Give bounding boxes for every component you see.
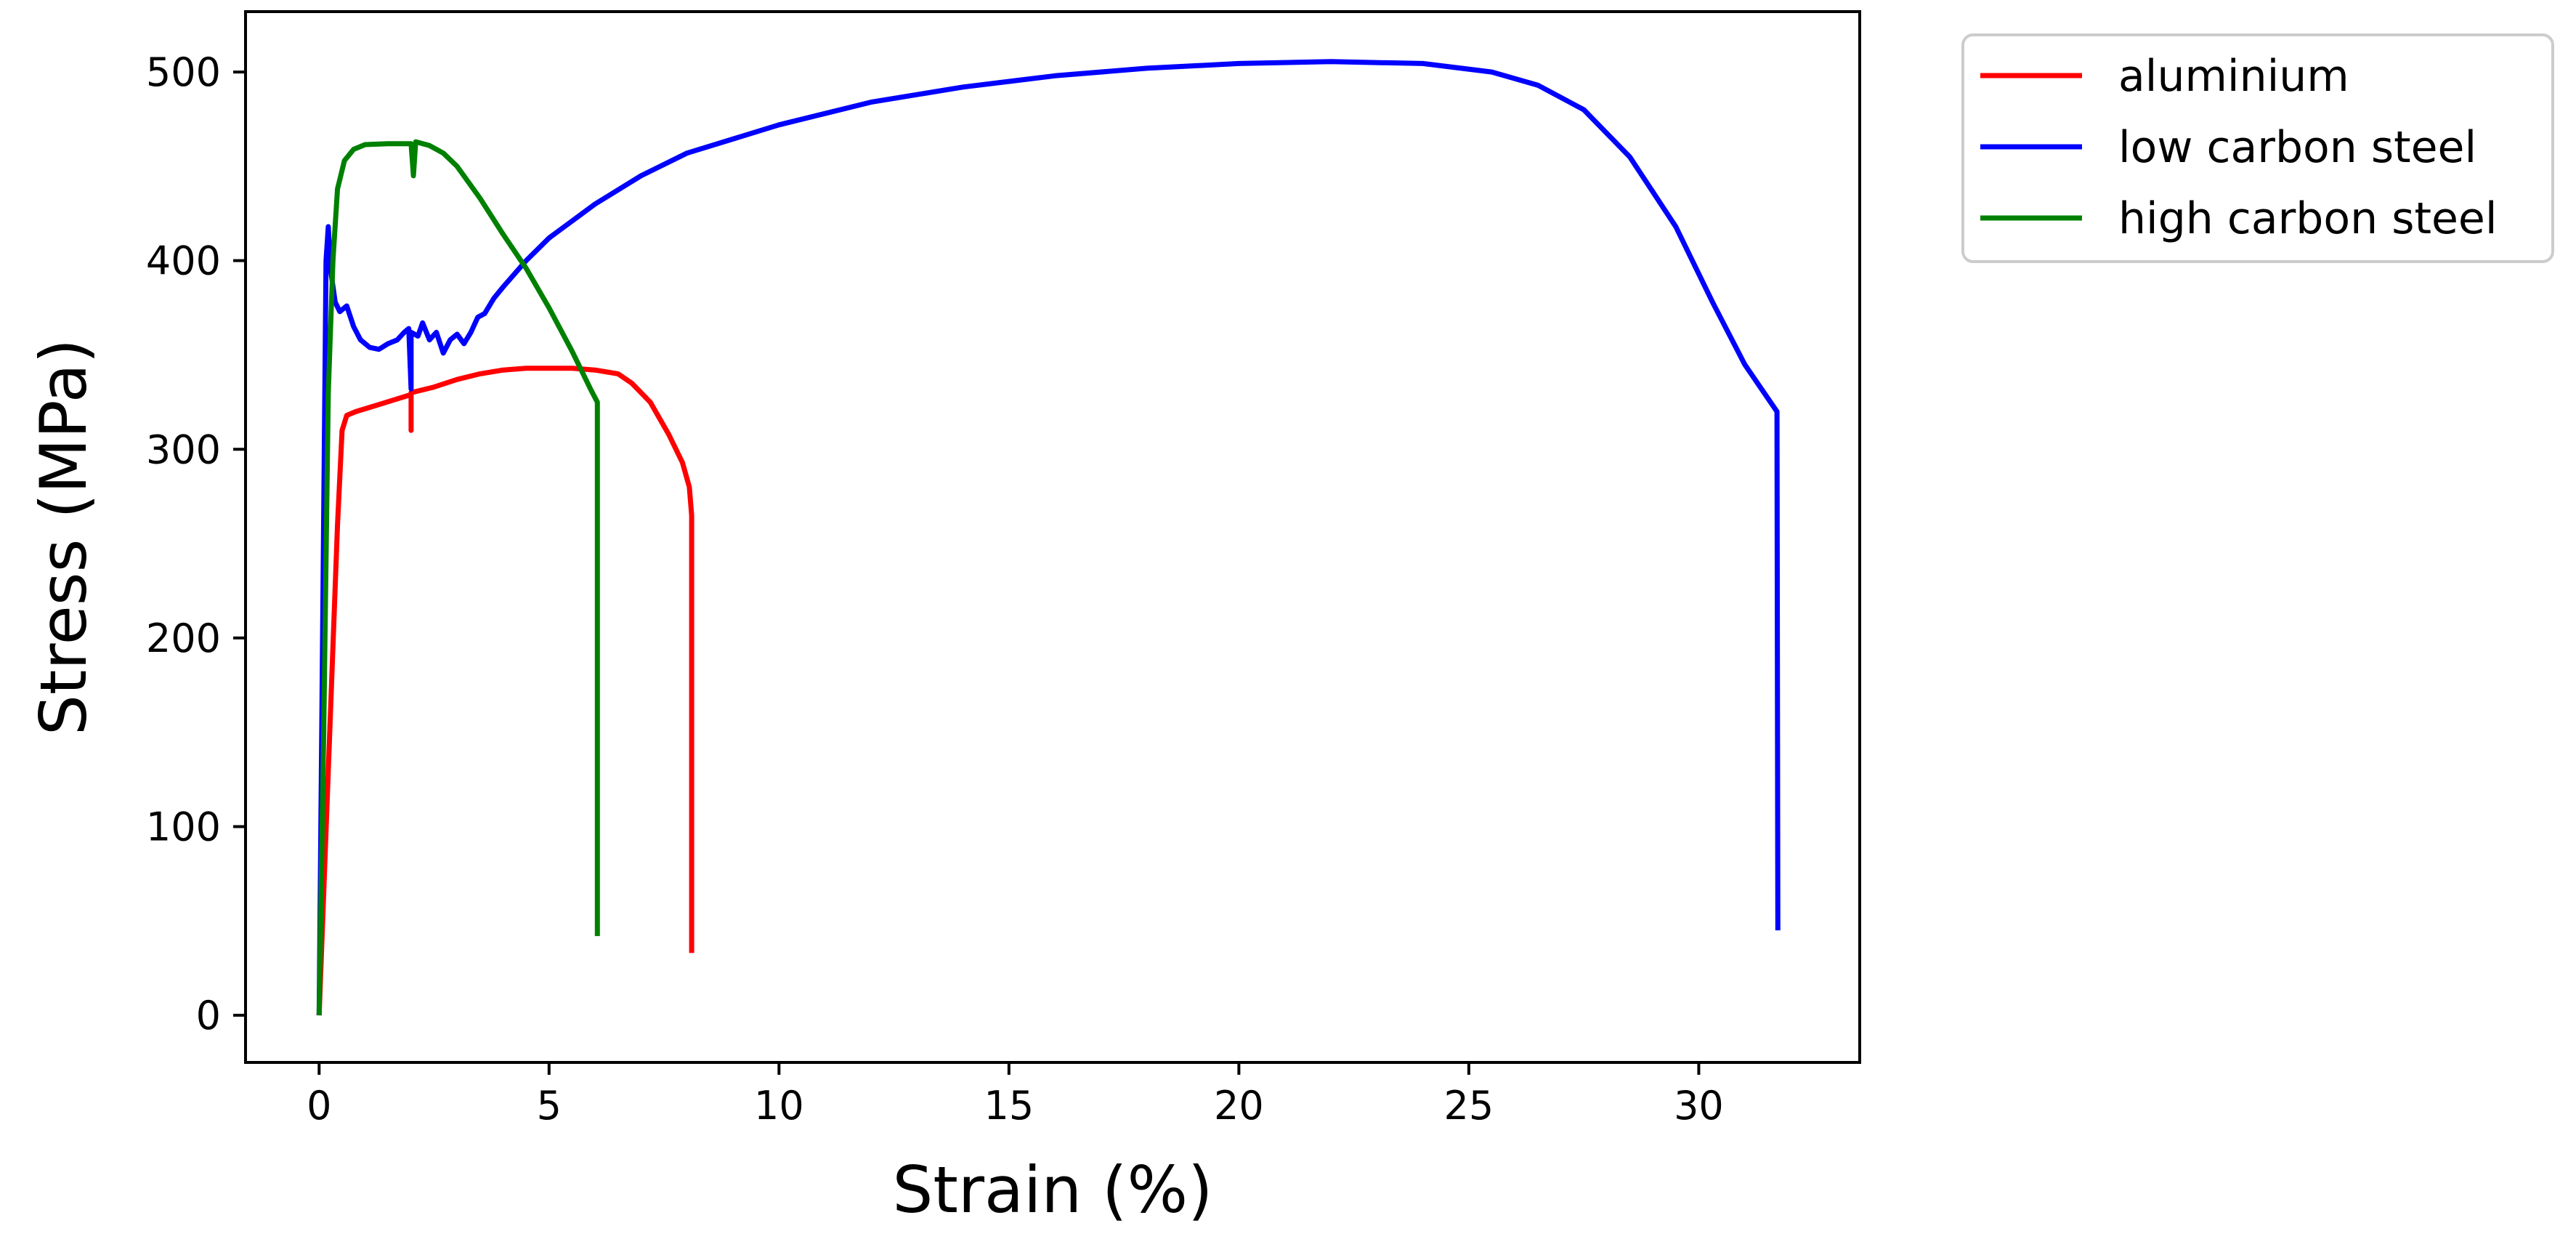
series-line-high-carbon-steel: [316, 139, 600, 1016]
series-line-low-carbon-steel: [316, 59, 1781, 1016]
y-tick-label: 300: [146, 427, 221, 472]
legend-label: low carbon steel: [2118, 122, 2476, 173]
x-tick-label: 30: [1674, 1083, 1724, 1129]
y-tick-label: 500: [146, 49, 221, 95]
y-axis-ticks: 0 100 200 300 400 500: [146, 49, 246, 1038]
x-tick-label: 10: [754, 1083, 804, 1129]
plot-frame: [244, 10, 1861, 1064]
x-tick-label: 15: [984, 1083, 1034, 1129]
plot-area: [246, 12, 1860, 1062]
x-tick-label: 25: [1444, 1083, 1494, 1129]
legend-label: aluminium: [2118, 51, 2349, 102]
x-tick-label: 0: [307, 1083, 331, 1129]
y-tick-label: 0: [196, 993, 221, 1038]
legend-frame: [1961, 33, 2554, 263]
y-tick-label: 400: [146, 238, 221, 284]
y-tick-label: 100: [146, 804, 221, 850]
y-axis-title: Stress (MPa): [26, 339, 101, 735]
x-axis-title: Strain (%): [893, 1153, 1213, 1227]
series-line-aluminium: [316, 366, 694, 1016]
legend-label: high carbon steel: [2118, 193, 2497, 244]
x-axis-ticks: 0 5 10 15 20 25 30: [307, 1062, 1724, 1129]
series-layer: [316, 59, 1781, 1016]
legend: aluminium low carbon steel high carbon ste…: [1961, 33, 2554, 263]
x-tick-label: 5: [537, 1083, 562, 1129]
y-tick-label: 200: [146, 616, 221, 661]
x-tick-label: 20: [1214, 1083, 1264, 1129]
